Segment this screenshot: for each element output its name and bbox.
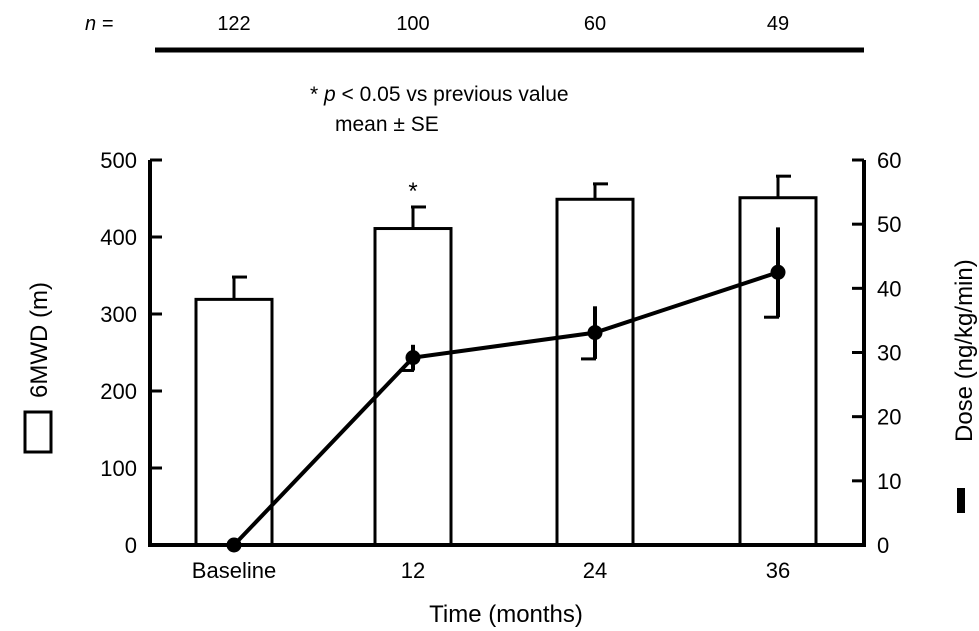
bars [194,174,818,547]
n-label: n = [85,13,113,35]
n-value: 100 [396,13,429,35]
bar [194,297,274,547]
left-tick-label: 100 [100,456,137,481]
left-y-ticks: 0 100 200 300 400 500 [100,148,162,558]
dose-point [770,264,786,280]
right-tick-label: 20 [877,405,901,430]
right-axis-title: Dose (ng/kg/min) [951,259,978,442]
left-tick-label: 300 [100,302,137,327]
right-y-ticks: 0 10 20 30 40 50 60 [852,148,901,558]
bar-legend-symbol [23,410,53,454]
n-value: 122 [217,13,250,35]
n-value: 60 [584,13,606,35]
right-tick-label: 10 [877,469,901,494]
n-value: 49 [767,13,789,35]
right-tick-label: 50 [877,212,901,237]
annotation-line-2: mean ± SE [335,113,439,136]
right-axis-title-group: Dose (ng/kg/min) [951,259,978,442]
significance-mark: * [408,178,417,205]
right-tick-label: 0 [877,533,889,558]
left-tick-label: 400 [100,225,137,250]
x-axis-title: Time (months) [429,601,583,628]
left-axis-title-group: 6MWD (m) [23,282,53,454]
n-values: 122 100 60 49 [217,13,789,35]
dose-series [226,227,786,553]
dose-point [405,350,421,366]
x-tick-label: Baseline [192,558,276,583]
dose-legend-symbol [957,488,965,513]
x-tick-label: 36 [766,558,790,583]
bar [555,197,635,547]
right-tick-label: 60 [877,148,901,173]
right-tick-label: 30 [877,341,901,366]
x-tick-labels: Baseline 12 24 36 [192,558,790,583]
dose-point [587,325,603,341]
left-tick-label: 200 [100,379,137,404]
left-axis-title: 6MWD (m) [26,282,53,398]
x-tick-label: 24 [583,558,607,583]
significance-marks: * [408,178,417,205]
right-tick-label: 40 [877,276,901,301]
left-tick-label: 0 [125,533,137,558]
annotation-line-1: * p < 0.05 vs previous value [310,83,569,106]
x-tick-label: 12 [401,558,425,583]
dose-line [232,270,779,547]
left-tick-label: 500 [100,148,137,173]
